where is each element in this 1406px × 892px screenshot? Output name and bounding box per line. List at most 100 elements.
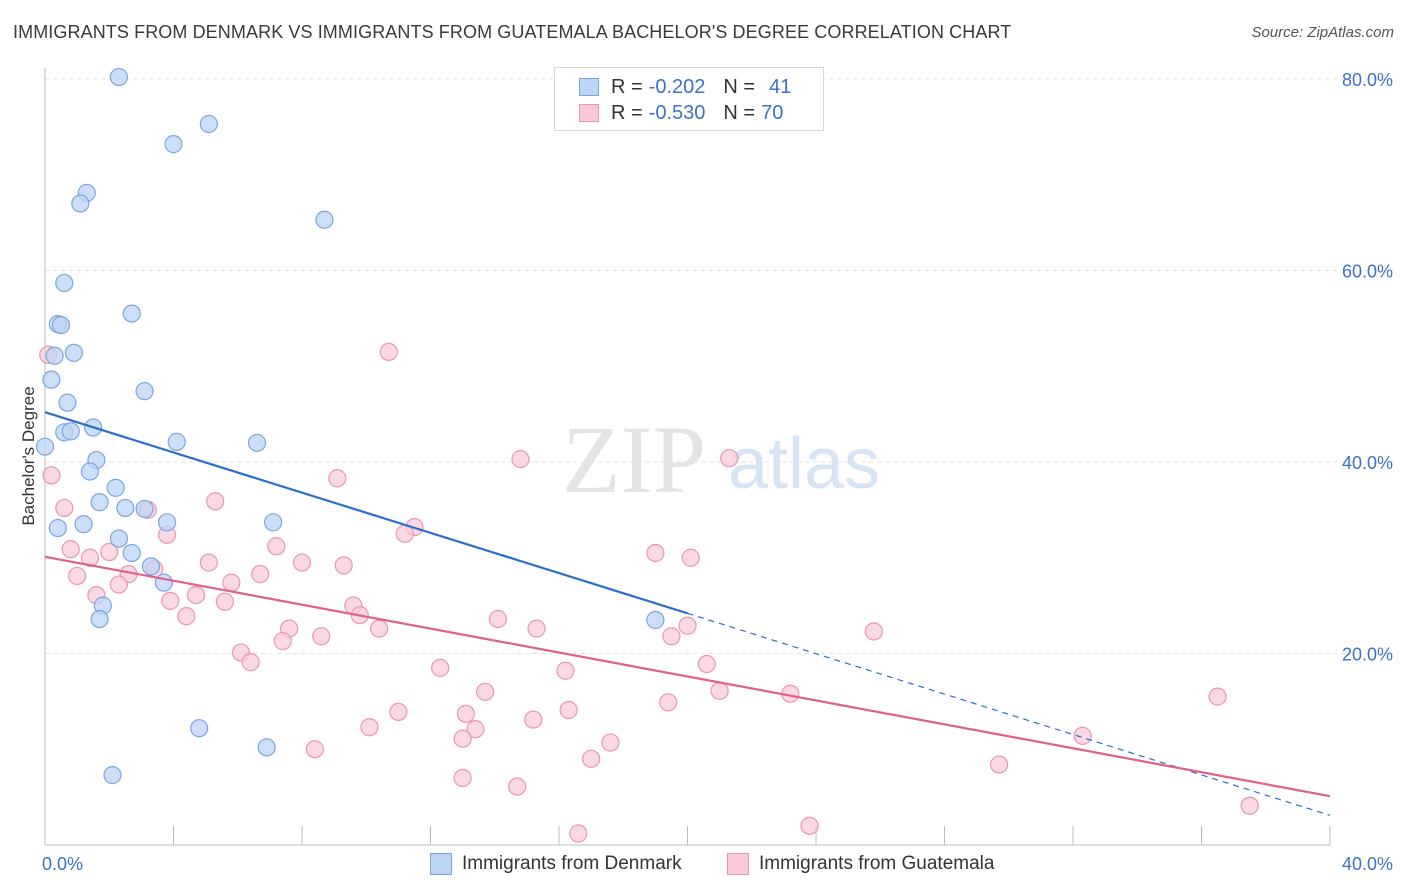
legend-r-label: R =	[611, 75, 643, 98]
data-point-denmark	[90, 493, 109, 512]
data-point-guatemala	[720, 449, 739, 468]
data-point-denmark	[90, 609, 109, 629]
data-point-guatemala	[556, 661, 575, 680]
legend-row-denmark: R = -0.202 N = 41	[579, 75, 791, 99]
data-point-guatemala	[68, 566, 87, 586]
data-point-denmark	[35, 437, 55, 456]
data-point-guatemala	[453, 729, 472, 748]
data-point-guatemala	[431, 658, 450, 677]
bottom-legend-swatch-guatemala	[727, 853, 749, 875]
correlation-legend: R = -0.202 N = 41 R = -0.530 N = 70	[554, 67, 824, 131]
data-point-denmark	[58, 393, 77, 412]
legend-swatch-guatemala	[579, 104, 599, 122]
data-point-guatemala	[267, 537, 286, 556]
data-point-guatemala	[864, 622, 883, 641]
data-point-guatemala	[524, 710, 543, 729]
x-tick-label: 40.0%	[1342, 854, 1393, 874]
data-point-guatemala	[328, 469, 347, 488]
grid-lines	[45, 78, 1393, 654]
data-point-guatemala	[370, 619, 389, 638]
data-point-denmark	[116, 498, 135, 518]
trend-line-guatemala	[44, 555, 1331, 798]
data-point-guatemala	[559, 700, 578, 720]
data-point-denmark	[74, 515, 93, 534]
data-point-denmark	[109, 67, 128, 87]
data-point-guatemala	[662, 627, 681, 646]
data-point-guatemala	[395, 524, 414, 543]
data-point-denmark	[122, 304, 141, 323]
bottom-legend-denmark: Immigrants from Denmark	[430, 851, 682, 877]
data-point-guatemala	[55, 498, 74, 518]
data-point-denmark	[199, 114, 218, 134]
data-point-guatemala	[582, 749, 601, 768]
data-point-guatemala	[109, 575, 128, 594]
data-point-guatemala	[186, 585, 206, 605]
legend-r-value: -0.530	[648, 101, 706, 124]
data-point-denmark	[157, 513, 177, 532]
data-point-guatemala	[488, 609, 508, 629]
data-point-guatemala	[241, 653, 260, 672]
data-point-guatemala	[476, 682, 495, 701]
data-point-guatemala	[360, 718, 379, 737]
data-point-guatemala	[659, 693, 678, 712]
bottom-legend-swatch-denmark	[430, 853, 452, 875]
data-point-guatemala	[334, 556, 353, 575]
legend-n-label: N =	[723, 101, 756, 124]
axes	[44, 68, 1331, 846]
data-point-guatemala	[1208, 687, 1227, 706]
data-point-denmark	[167, 432, 186, 451]
x-tick-label: 0.0%	[42, 854, 83, 874]
data-point-denmark	[122, 543, 141, 563]
watermark: ZIP atlas	[562, 406, 880, 513]
data-point-guatemala	[678, 616, 697, 635]
data-point-guatemala	[710, 681, 729, 700]
legend-swatch-denmark	[579, 78, 599, 96]
legend-r-label: R =	[611, 101, 643, 124]
data-point-guatemala	[569, 824, 588, 843]
y-tick-label: 80.0%	[1342, 70, 1393, 90]
watermark-atlas: atlas	[728, 424, 880, 504]
legend-r-value: -0.202	[648, 75, 706, 98]
legend-n-label: N =	[723, 75, 756, 98]
data-point-denmark	[51, 315, 71, 335]
data-point-denmark	[61, 422, 80, 441]
data-point-guatemala	[697, 654, 716, 674]
data-point-guatemala	[312, 627, 331, 646]
source-credit: Source: ZipAtlas.com	[1251, 24, 1394, 41]
data-point-guatemala	[215, 592, 234, 611]
data-point-guatemala	[466, 720, 485, 739]
data-point-denmark	[141, 557, 161, 576]
data-point-denmark	[80, 462, 100, 481]
data-point-guatemala	[177, 607, 196, 626]
data-point-guatemala	[511, 450, 530, 469]
trend-line-denmark	[44, 411, 688, 615]
data-point-guatemala	[456, 704, 475, 723]
data-point-guatemala	[800, 816, 819, 835]
legend-n-value: 70	[761, 101, 784, 124]
trend-line-denmark-extrapolated	[687, 612, 1331, 816]
data-point-guatemala	[161, 591, 180, 610]
data-point-denmark	[247, 433, 267, 452]
data-point-guatemala	[508, 777, 527, 796]
tick-labels: 20.0% 40.0% 60.0% 80.0% 0.0% 40.0%	[42, 70, 1393, 874]
data-point-guatemala	[1073, 726, 1092, 745]
y-tick-label: 20.0%	[1342, 645, 1393, 665]
data-point-denmark	[646, 610, 665, 630]
bottom-legend-label-denmark: Immigrants from Denmark	[462, 853, 682, 874]
data-point-guatemala	[292, 553, 312, 572]
data-point-guatemala	[646, 543, 665, 563]
data-point-denmark	[154, 573, 173, 592]
data-point-denmark	[190, 719, 209, 738]
bottom-legend-label-guatemala: Immigrants from Guatemala	[759, 853, 995, 874]
watermark-zip: ZIP	[562, 406, 706, 513]
data-point-guatemala	[305, 740, 324, 759]
data-point-guatemala	[251, 564, 270, 584]
data-point-denmark	[109, 529, 128, 548]
chart-title: IMMIGRANTS FROM DENMARK VS IMMIGRANTS FR…	[13, 22, 1012, 42]
data-point-guatemala	[681, 548, 700, 567]
data-point-guatemala	[222, 573, 241, 592]
data-point-guatemala	[42, 466, 61, 485]
legend-n-value: 41	[769, 75, 792, 98]
y-tick-label: 60.0%	[1342, 262, 1393, 282]
data-point-guatemala	[389, 702, 408, 722]
